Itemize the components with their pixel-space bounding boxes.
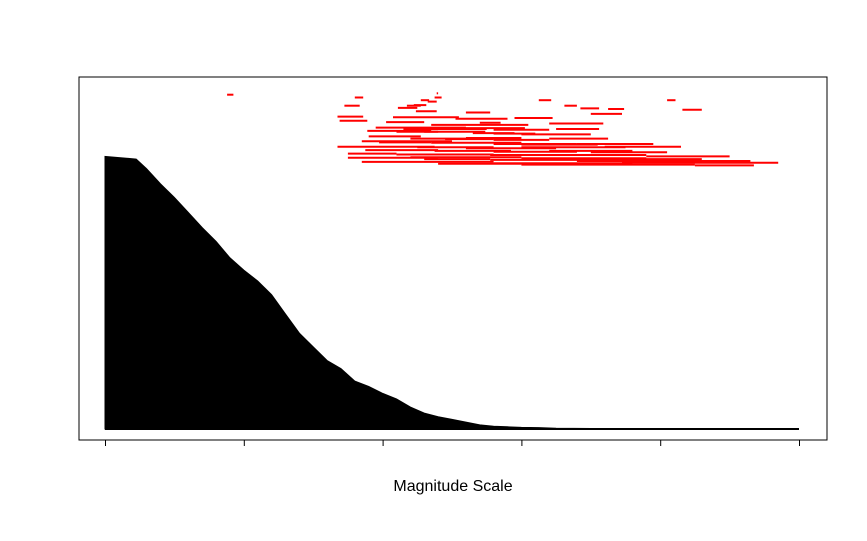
interval-series <box>227 92 779 167</box>
x-axis-ticks <box>105 440 800 446</box>
x-axis-label: Magnitude Scale <box>393 478 512 495</box>
area-series <box>104 155 799 430</box>
